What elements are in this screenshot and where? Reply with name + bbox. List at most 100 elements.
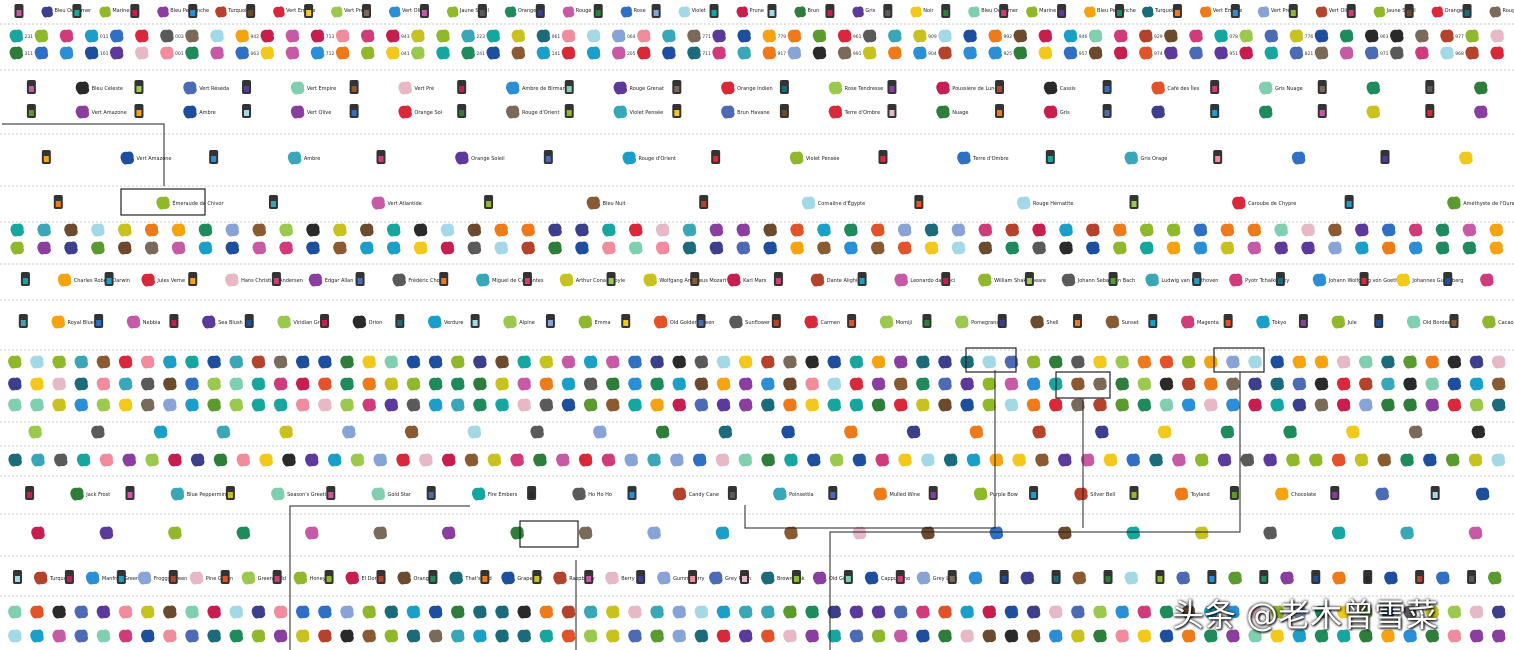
ink-swatch	[694, 605, 709, 619]
ink-swatch	[1381, 223, 1396, 237]
ink-name: Old Gold	[829, 576, 851, 582]
ink-swatch	[611, 46, 626, 60]
ink-swatch	[1248, 605, 1262, 619]
ink-swatch	[1364, 29, 1379, 43]
ink-swatch	[467, 223, 482, 237]
ink-swatch	[160, 29, 174, 43]
ink-name: Violet	[692, 8, 706, 14]
ink-swatch	[260, 29, 275, 43]
ink-swatch	[712, 29, 726, 43]
ink-swatch	[916, 398, 930, 412]
ink-bottle-label	[1361, 278, 1367, 284]
ink-bottle-label	[781, 110, 787, 116]
ink-swatch	[1381, 629, 1395, 643]
ink-swatch	[145, 453, 159, 467]
ink-swatch	[156, 196, 170, 210]
ink-swatch	[712, 46, 726, 60]
ink-name: Arthur Conan Doyle	[576, 278, 625, 284]
ink-swatch	[473, 377, 487, 391]
ink-swatch	[1151, 81, 1165, 95]
ink-swatch	[1490, 29, 1504, 43]
ink-swatch	[1275, 487, 1289, 501]
ink-swatch	[548, 241, 562, 255]
ink-swatch	[190, 453, 205, 467]
ink-swatch	[140, 398, 155, 412]
ink-code: 001	[175, 51, 184, 57]
ink-swatch	[340, 355, 354, 369]
ink-swatch	[1038, 46, 1053, 60]
ink-name: Gris Orage	[1141, 156, 1168, 162]
ink-swatch	[1390, 29, 1404, 43]
ink-swatch	[99, 453, 114, 467]
ink-swatch	[837, 29, 852, 43]
ink-swatch	[213, 453, 228, 467]
ink-swatch	[1030, 315, 1044, 329]
ink-swatch	[252, 223, 267, 237]
ink-swatch	[1159, 398, 1174, 412]
ink-swatch	[894, 273, 908, 287]
ink-swatch	[1270, 377, 1284, 391]
ink-swatch	[655, 241, 670, 255]
ink-swatch	[1026, 629, 1041, 643]
ink-bottle-label	[827, 10, 833, 16]
ink-swatch	[1336, 605, 1351, 619]
ink-swatch	[1359, 605, 1373, 619]
ink-swatch	[787, 29, 802, 43]
ink-swatch	[960, 398, 974, 412]
ink-name: Turquoise	[49, 576, 74, 582]
ink-bottle-label	[845, 576, 851, 582]
ink-swatch	[59, 46, 74, 60]
ink-swatch	[305, 526, 319, 540]
ink-swatch	[1258, 81, 1273, 95]
ink-swatch	[1071, 355, 1085, 369]
ink-name: Violet Pensée	[806, 155, 840, 162]
ink-name: Karl Marx	[743, 278, 767, 284]
ink-swatch	[501, 571, 515, 585]
ink-swatch	[783, 355, 797, 369]
ink-bottle-label	[246, 320, 252, 326]
ink-swatch	[1181, 398, 1196, 412]
ink-name: Vert Amazone	[137, 156, 172, 162]
ink-swatches: Bleu OutremerMarineBleu PervencheTurquoi…	[8, 4, 1514, 643]
ink-swatch	[1020, 571, 1035, 585]
ink-swatch	[1289, 46, 1304, 60]
ink-swatch	[1403, 398, 1417, 412]
ink-swatch	[1071, 605, 1085, 619]
ink-bottle-label	[20, 320, 26, 326]
ink-bottle-label	[629, 492, 635, 498]
ink-swatch	[290, 81, 305, 95]
ink-swatch	[1013, 46, 1028, 60]
ink-code: 078	[1229, 34, 1238, 40]
ink-code: 917	[778, 51, 787, 57]
ink-swatch	[737, 46, 751, 60]
ink-swatch	[1181, 629, 1196, 643]
ink-swatch	[1193, 241, 1208, 255]
ink-swatch	[1274, 241, 1288, 255]
ink-swatch	[1004, 377, 1019, 391]
ink-swatch	[495, 629, 509, 643]
ink-swatch	[1447, 196, 1461, 210]
ink-swatch	[144, 241, 159, 255]
ink-bottle-label	[698, 320, 704, 326]
ink-swatch	[812, 29, 827, 43]
ink-swatch	[1462, 223, 1477, 237]
ink-swatch	[647, 526, 661, 540]
ink-swatch	[655, 425, 670, 439]
ink-name: Magenta	[1197, 320, 1219, 326]
ink-swatch	[84, 46, 99, 60]
ink-name: Grey Plum	[725, 576, 751, 582]
ink-swatch	[1331, 526, 1346, 540]
ink-swatch	[207, 605, 221, 619]
ink-swatch	[561, 398, 576, 412]
ink-swatch	[295, 629, 310, 643]
ink-code: 311	[25, 51, 34, 57]
highlight-box	[1055, 371, 1111, 399]
ink-swatch	[715, 453, 730, 467]
ink-swatch	[441, 453, 456, 467]
ink-name: Verdure	[444, 320, 463, 326]
ink-swatch	[271, 487, 285, 501]
ink-swatch	[1403, 629, 1417, 643]
ink-name: Rose	[634, 8, 646, 14]
ink-swatch	[694, 629, 709, 643]
ink-swatch	[672, 629, 687, 643]
